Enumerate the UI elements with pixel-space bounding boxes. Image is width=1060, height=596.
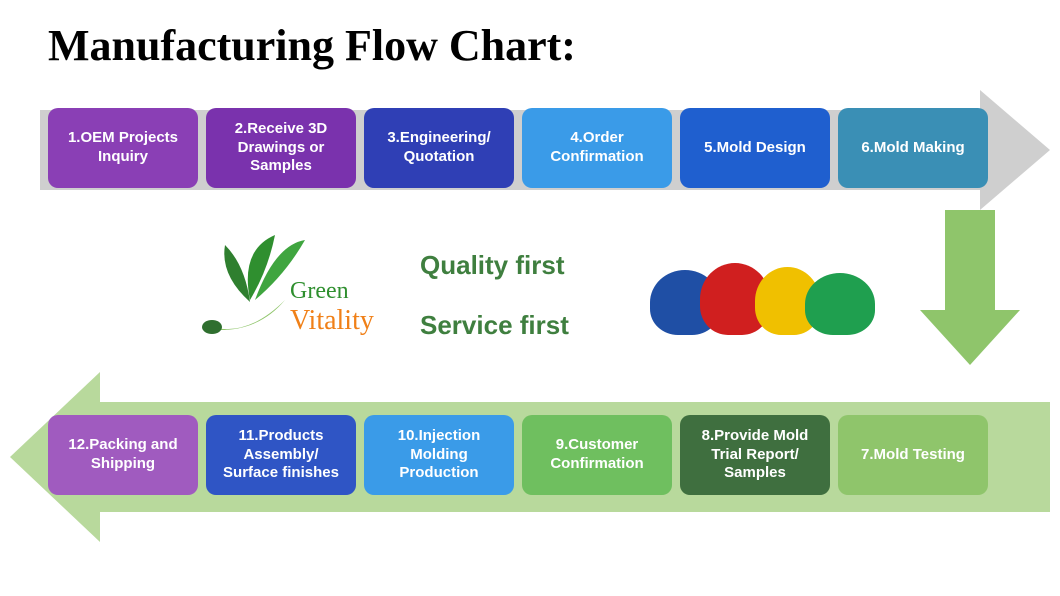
company-logo: Green Vitality bbox=[190, 230, 390, 350]
down-flow-arrow bbox=[920, 210, 1020, 370]
step-9: 9.Customer Confirmation bbox=[522, 415, 672, 495]
slogan-quality: Quality first bbox=[420, 250, 564, 281]
pellet-pile-green bbox=[805, 273, 875, 335]
step-7: 7.Mold Testing bbox=[838, 415, 988, 495]
top-steps-row: 1.OEM Projects Inquiry 2.Receive 3D Draw… bbox=[48, 108, 988, 188]
step-5: 5.Mold Design bbox=[680, 108, 830, 188]
logo-text-green: Green bbox=[290, 278, 374, 305]
page-title: Manufacturing Flow Chart: bbox=[48, 20, 576, 71]
step-3: 3.Engineering/ Quotation bbox=[364, 108, 514, 188]
bottom-steps-row: 12.Packing and Shipping 11.Products Asse… bbox=[48, 415, 988, 495]
step-8: 8.Provide Mold Trial Report/ Samples bbox=[680, 415, 830, 495]
step-12: 12.Packing and Shipping bbox=[48, 415, 198, 495]
step-10: 10.Injection Molding Production bbox=[364, 415, 514, 495]
step-1: 1.OEM Projects Inquiry bbox=[48, 108, 198, 188]
step-4: 4.Order Confirmation bbox=[522, 108, 672, 188]
step-6: 6.Mold Making bbox=[838, 108, 988, 188]
step-2: 2.Receive 3D Drawings or Samples bbox=[206, 108, 356, 188]
logo-text-vitality: Vitality bbox=[290, 305, 374, 337]
step-11: 11.Products Assembly/ Surface finishes bbox=[206, 415, 356, 495]
slogan-service: Service first bbox=[420, 310, 569, 341]
plastic-pellets-icon bbox=[650, 255, 870, 335]
